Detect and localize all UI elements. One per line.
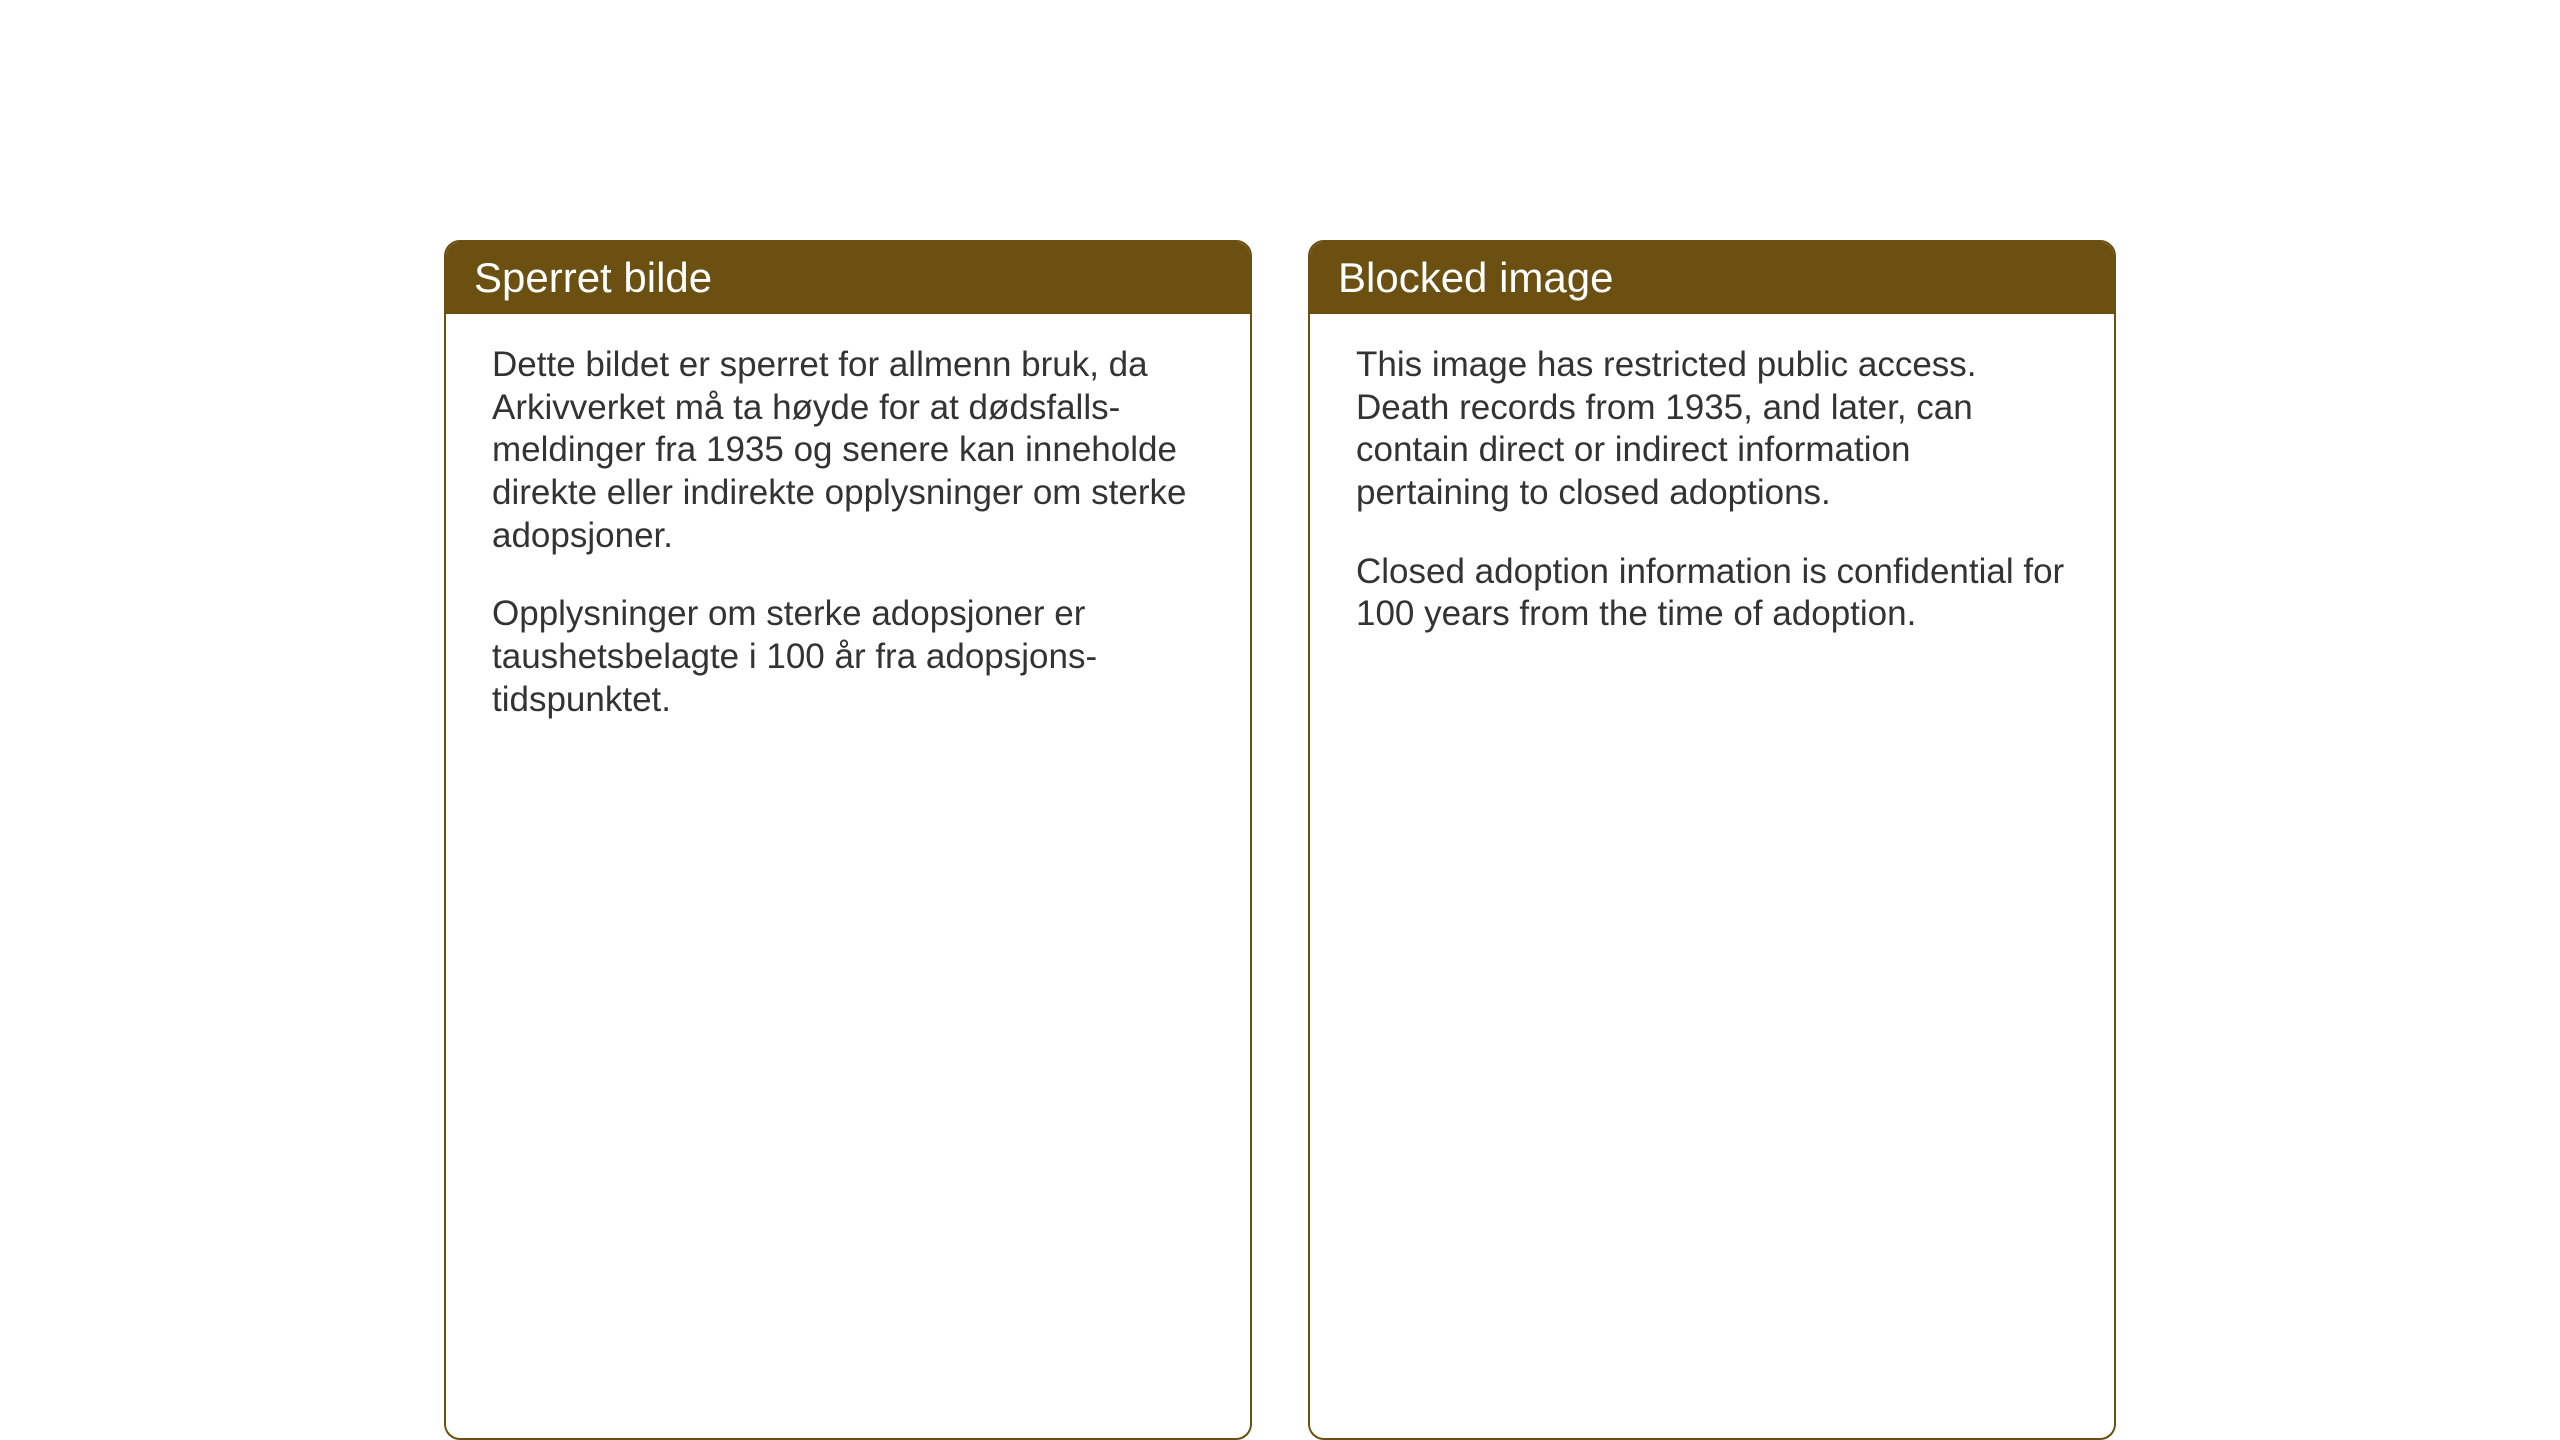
english-paragraph-1: This image has restricted public access.… xyxy=(1356,344,2068,515)
norwegian-notice-card: Sperret bilde Dette bildet er sperret fo… xyxy=(444,240,1252,1440)
english-card-title: Blocked image xyxy=(1310,242,2114,314)
english-notice-card: Blocked image This image has restricted … xyxy=(1308,240,2116,1440)
english-card-body: This image has restricted public access.… xyxy=(1310,314,2114,676)
norwegian-paragraph-1: Dette bildet er sperret for allmenn bruk… xyxy=(492,344,1204,557)
english-paragraph-2: Closed adoption information is confident… xyxy=(1356,551,2068,636)
notice-container: Sperret bilde Dette bildet er sperret fo… xyxy=(444,240,2116,1440)
norwegian-card-title: Sperret bilde xyxy=(446,242,1250,314)
norwegian-paragraph-2: Opplysninger om sterke adopsjoner er tau… xyxy=(492,593,1204,721)
norwegian-card-body: Dette bildet er sperret for allmenn bruk… xyxy=(446,314,1250,762)
